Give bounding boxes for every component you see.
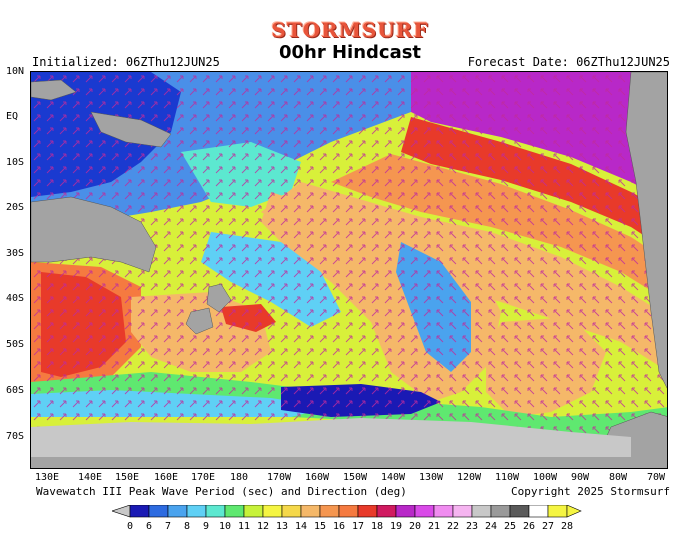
lon-label: 120W <box>457 472 482 483</box>
forecast-date-label: Forecast Date: 06ZThu12JUN25 <box>467 55 670 69</box>
land-new-zealand-north <box>206 283 232 313</box>
colorbar-label: 13 <box>276 521 288 532</box>
colorbar-min-arrow <box>112 505 131 518</box>
colorbar-label: 28 <box>561 521 573 532</box>
colorbar-label: 8 <box>184 521 190 532</box>
colorbar-label: 9 <box>203 521 209 532</box>
colorbar-label: 27 <box>542 521 554 532</box>
colorbar-label: 7 <box>165 521 171 532</box>
colorbar-swatch <box>167 505 188 518</box>
colorbar-label: 17 <box>352 521 364 532</box>
colorbar-swatch <box>148 505 169 518</box>
colorbar-swatch <box>338 505 359 518</box>
sea-ice <box>31 418 631 457</box>
colorbar-label: 6 <box>146 521 152 532</box>
colorbar-swatch <box>281 505 302 518</box>
colorbar-swatch <box>414 505 435 518</box>
colorbar-swatch <box>433 505 454 518</box>
stormsurf-logo: STORMSURF <box>271 18 429 42</box>
colorbar-swatch <box>319 505 340 518</box>
lat-label: 70S <box>6 431 25 442</box>
lat-label: 60S <box>6 385 25 396</box>
colorbar-swatch <box>376 505 397 518</box>
lat-label: 10S <box>6 157 25 168</box>
colorbar-label: 12 <box>257 521 269 532</box>
colorbar-swatch <box>243 505 264 518</box>
initialized-label: Initialized: 06ZThu12JUN25 <box>32 55 220 69</box>
lon-label: 80W <box>609 472 628 483</box>
colorbar-label: 15 <box>314 521 326 532</box>
copyright-label: Copyright 2025 Stormsurf <box>511 485 670 498</box>
colorbar-swatch <box>357 505 378 518</box>
colorbar-swatch <box>262 505 283 518</box>
colorbar-label: 19 <box>390 521 402 532</box>
colorbar-label: 14 <box>295 521 307 532</box>
lon-label: 170E <box>191 472 216 483</box>
lon-label: 170W <box>267 472 292 483</box>
colorbar-label: 26 <box>523 521 535 532</box>
land-australia <box>31 196 157 273</box>
lat-label: 50S <box>6 339 25 350</box>
lon-label: 160E <box>154 472 179 483</box>
lat-label: EQ <box>6 111 19 122</box>
lon-label: 130E <box>35 472 60 483</box>
lat-label: 10N <box>6 66 25 77</box>
colorbar-swatch <box>490 505 511 518</box>
lon-label: 70W <box>647 472 666 483</box>
colorbar-swatch <box>547 505 568 518</box>
lon-label: 130W <box>419 472 444 483</box>
lat-label: 20S <box>6 202 25 213</box>
colorbar-swatch <box>452 505 473 518</box>
legend-caption: Wavewatch III Peak Wave Period (sec) and… <box>36 485 407 498</box>
colorbar-label: 11 <box>238 521 250 532</box>
lon-label: 110W <box>495 472 520 483</box>
wave-period-map <box>30 71 668 469</box>
colorbar-label: 24 <box>485 521 497 532</box>
colorbar-swatch <box>224 505 245 518</box>
land-south-america <box>625 72 667 389</box>
colorbar-swatch <box>129 505 150 518</box>
colorbar-swatch <box>471 505 492 518</box>
colorbar-label: 10 <box>219 521 231 532</box>
colorbar-swatch <box>186 505 207 518</box>
lat-label: 40S <box>6 293 25 304</box>
lon-label: 180 <box>230 472 249 483</box>
lon-label: 160W <box>305 472 330 483</box>
direction-arrows-overlay <box>31 72 431 468</box>
colorbar-swatch <box>205 505 226 518</box>
colorbar-label: 18 <box>371 521 383 532</box>
colorbar-label: 23 <box>466 521 478 532</box>
colorbar-swatch <box>395 505 416 518</box>
lon-label: 100W <box>533 472 558 483</box>
lat-label: 30S <box>6 248 25 259</box>
colorbar-label: 25 <box>504 521 516 532</box>
colorbar-swatch <box>509 505 530 518</box>
colorbar-label: 20 <box>409 521 421 532</box>
lon-label: 90W <box>571 472 590 483</box>
colorbar-label: 21 <box>428 521 440 532</box>
colorbar-label: 0 <box>127 521 133 532</box>
lon-label: 140E <box>78 472 103 483</box>
colorbar-max-arrow <box>566 505 582 518</box>
land-papua <box>90 111 172 148</box>
color-scale-bar: 0 6 7 8 9 10 11 12 13 14 15 16 17 18 19 20 21 22 23 24 25 26 2… <box>112 505 582 532</box>
lon-label: 150W <box>343 472 368 483</box>
colorbar-label: 16 <box>333 521 345 532</box>
map-title: 00hr Hindcast <box>278 42 422 63</box>
lon-label: 150E <box>115 472 140 483</box>
colorbar-swatch <box>300 505 321 518</box>
colorbar-label: 22 <box>447 521 459 532</box>
lon-label: 140W <box>381 472 406 483</box>
land-indonesia <box>31 79 77 101</box>
colorbar-swatch <box>528 505 549 518</box>
land-new-zealand-south <box>185 307 214 335</box>
